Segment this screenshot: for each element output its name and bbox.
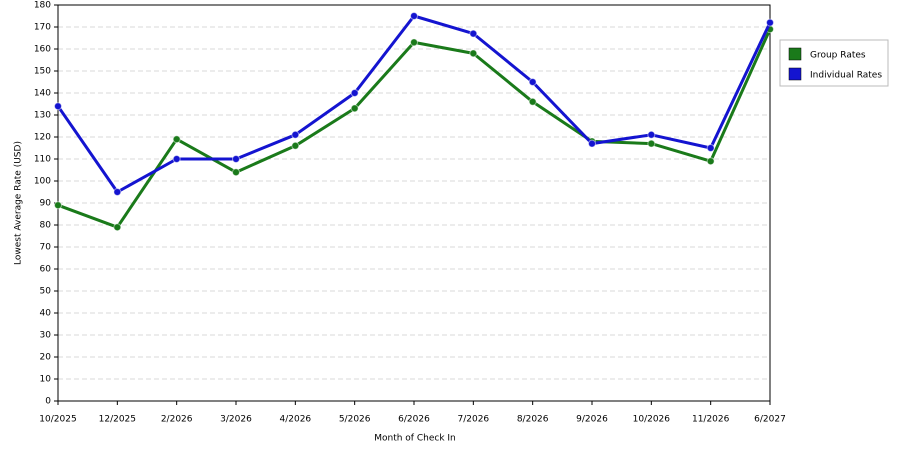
- data-point: [54, 201, 62, 210]
- legend-swatch: [788, 67, 802, 81]
- x-tick-label: 3/2026: [220, 415, 252, 425]
- x-tick-label: 10/2025: [39, 415, 76, 425]
- data-point: [766, 18, 774, 27]
- y-tick-label: 160: [34, 45, 51, 55]
- data-point: [469, 49, 478, 58]
- x-tick-label: 10/2026: [633, 415, 671, 425]
- x-tick-label: 12/2025: [99, 415, 136, 425]
- y-tick-label: 110: [34, 155, 51, 165]
- y-tick-label: 10: [40, 375, 52, 385]
- y-tick-label: 40: [40, 309, 52, 319]
- data-point: [588, 139, 596, 148]
- x-tick-label: 5/2026: [339, 415, 371, 425]
- y-tick-label: 60: [40, 265, 52, 275]
- x-axis-label: Month of Check In: [374, 434, 456, 444]
- data-point: [291, 130, 300, 139]
- y-tick-label: 90: [40, 199, 52, 209]
- y-tick-label: 70: [40, 243, 52, 253]
- y-tick-label: 80: [40, 221, 52, 231]
- data-point: [528, 78, 537, 86]
- data-point: [172, 155, 181, 163]
- data-point: [232, 168, 240, 177]
- data-point: [54, 102, 62, 111]
- data-point: [172, 135, 181, 144]
- y-tick-label: 130: [34, 111, 51, 121]
- data-point: [647, 139, 656, 148]
- data-point: [350, 104, 359, 113]
- data-point: [113, 188, 122, 196]
- data-point: [647, 130, 656, 139]
- y-tick-label: 140: [34, 89, 51, 99]
- x-tick-label: 7/2026: [457, 415, 489, 425]
- y-axis-label: Lowest Average Rate (USD): [14, 141, 24, 265]
- x-tick-label: 2/2026: [161, 415, 193, 425]
- data-point: [410, 38, 418, 47]
- data-point: [706, 157, 715, 166]
- data-point: [350, 89, 359, 97]
- series-line: [57, 28, 772, 229]
- data-point: [291, 141, 300, 150]
- data-point: [113, 223, 122, 232]
- y-tick-label: 0: [45, 397, 51, 407]
- x-tick-label: 8/2026: [517, 415, 549, 425]
- x-tick-label: 9/2026: [576, 415, 608, 425]
- x-tick-label: 4/2026: [279, 415, 311, 425]
- data-point: [469, 29, 478, 38]
- x-tick-label: 11/2026: [692, 415, 730, 425]
- y-tick-label: 20: [40, 353, 52, 363]
- data-point: [232, 155, 240, 163]
- legend-label: Group Rates: [810, 51, 866, 61]
- x-tick-label: 6/2027: [754, 415, 786, 425]
- y-tick-label: 50: [40, 287, 52, 297]
- data-point: [706, 144, 715, 152]
- legend-swatch: [788, 47, 802, 61]
- data-point: [528, 97, 537, 106]
- y-tick-label: 150: [34, 67, 51, 77]
- data-point: [410, 12, 418, 20]
- y-tick-label: 100: [34, 177, 51, 187]
- y-tick-label: 170: [34, 23, 51, 33]
- y-tick-label: 180: [34, 1, 51, 11]
- x-tick-label: 6/2026: [398, 415, 430, 425]
- y-tick-label: 120: [34, 133, 51, 143]
- y-tick-label: 30: [40, 331, 52, 341]
- legend-label: Individual Rates: [810, 71, 882, 81]
